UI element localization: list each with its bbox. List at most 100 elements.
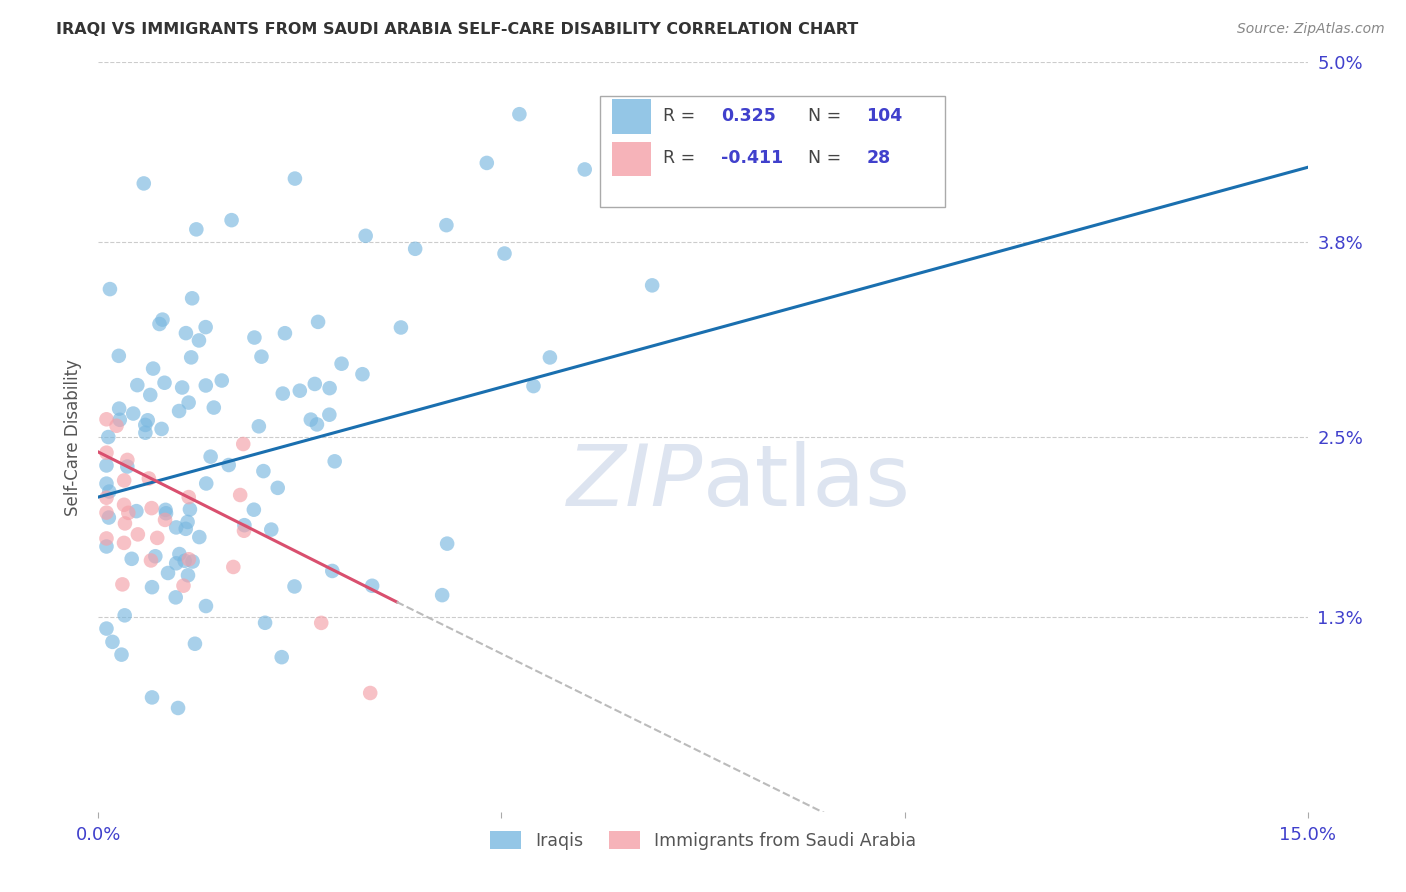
Point xyxy=(153,376,176,390)
FancyBboxPatch shape xyxy=(613,142,651,177)
Point xyxy=(218,458,240,472)
Point xyxy=(233,518,256,533)
Point xyxy=(202,401,225,415)
Point xyxy=(96,506,118,520)
Point xyxy=(354,228,377,243)
Point xyxy=(229,488,252,502)
Text: N =: N = xyxy=(808,107,846,126)
Point xyxy=(141,501,163,516)
Text: 0.325: 0.325 xyxy=(721,107,776,126)
Point xyxy=(146,531,169,545)
Point xyxy=(243,330,266,344)
Point xyxy=(180,351,202,365)
Point xyxy=(165,557,187,571)
Point xyxy=(181,291,204,305)
Point xyxy=(117,459,139,474)
Text: R =: R = xyxy=(664,107,700,126)
Point xyxy=(321,564,343,578)
Text: atlas: atlas xyxy=(703,441,911,524)
Point xyxy=(323,454,346,468)
Point xyxy=(173,554,195,568)
Point xyxy=(139,388,162,402)
Point xyxy=(274,326,297,341)
Text: R =: R = xyxy=(664,149,700,168)
Text: ZIP: ZIP xyxy=(567,441,703,524)
Point xyxy=(117,506,139,520)
Point xyxy=(101,635,124,649)
Point xyxy=(179,502,201,516)
Point xyxy=(200,450,222,464)
Point xyxy=(143,549,166,564)
Point xyxy=(508,107,530,121)
Point xyxy=(167,404,190,418)
Point xyxy=(284,171,307,186)
Point xyxy=(184,637,207,651)
Point xyxy=(404,242,426,256)
Point xyxy=(98,484,121,499)
Point xyxy=(122,407,145,421)
Text: 104: 104 xyxy=(866,107,903,126)
FancyBboxPatch shape xyxy=(613,99,651,134)
Point xyxy=(96,412,118,426)
Point xyxy=(153,513,176,527)
Point xyxy=(114,608,136,623)
Y-axis label: Self-Care Disability: Self-Care Disability xyxy=(65,359,83,516)
Point xyxy=(522,379,544,393)
Point xyxy=(110,648,132,662)
FancyBboxPatch shape xyxy=(600,96,945,207)
Point xyxy=(134,417,156,432)
Legend: Iraqis, Immigrants from Saudi Arabia: Iraqis, Immigrants from Saudi Arabia xyxy=(482,824,924,857)
Point xyxy=(188,334,211,348)
Point xyxy=(538,351,561,365)
Point xyxy=(222,560,245,574)
Point xyxy=(181,555,204,569)
Point xyxy=(361,579,384,593)
Point xyxy=(233,524,256,538)
Point xyxy=(267,481,290,495)
Point xyxy=(299,412,322,426)
Point xyxy=(169,547,191,561)
Point xyxy=(96,491,118,505)
Point xyxy=(283,579,305,593)
Point xyxy=(174,522,197,536)
Point xyxy=(436,536,458,550)
Point xyxy=(247,419,270,434)
Point xyxy=(172,380,194,394)
Point xyxy=(252,464,274,478)
Point xyxy=(117,453,139,467)
Point xyxy=(108,413,131,427)
Point xyxy=(112,474,135,488)
Point xyxy=(221,213,243,227)
Point xyxy=(112,536,135,550)
Point xyxy=(574,162,596,177)
Point xyxy=(176,515,198,529)
Point xyxy=(195,476,218,491)
Point xyxy=(174,326,197,340)
Point xyxy=(270,650,292,665)
Point xyxy=(139,553,162,567)
Point xyxy=(254,615,277,630)
Point xyxy=(165,520,187,534)
Point xyxy=(232,437,254,451)
Point xyxy=(250,350,273,364)
Point xyxy=(194,378,217,392)
Text: N =: N = xyxy=(808,149,846,168)
Point xyxy=(96,458,118,473)
Point xyxy=(97,430,120,444)
Point xyxy=(156,566,179,580)
Point xyxy=(134,425,156,440)
Point xyxy=(141,690,163,705)
Point xyxy=(177,568,200,582)
Point xyxy=(330,357,353,371)
Point xyxy=(96,532,118,546)
Point xyxy=(186,222,208,236)
Point xyxy=(108,349,131,363)
Point xyxy=(111,577,134,591)
Point xyxy=(430,588,453,602)
Point xyxy=(194,599,217,613)
Point xyxy=(141,580,163,594)
Point xyxy=(177,552,200,566)
Point xyxy=(309,615,332,630)
Point xyxy=(132,177,155,191)
Point xyxy=(96,622,118,636)
